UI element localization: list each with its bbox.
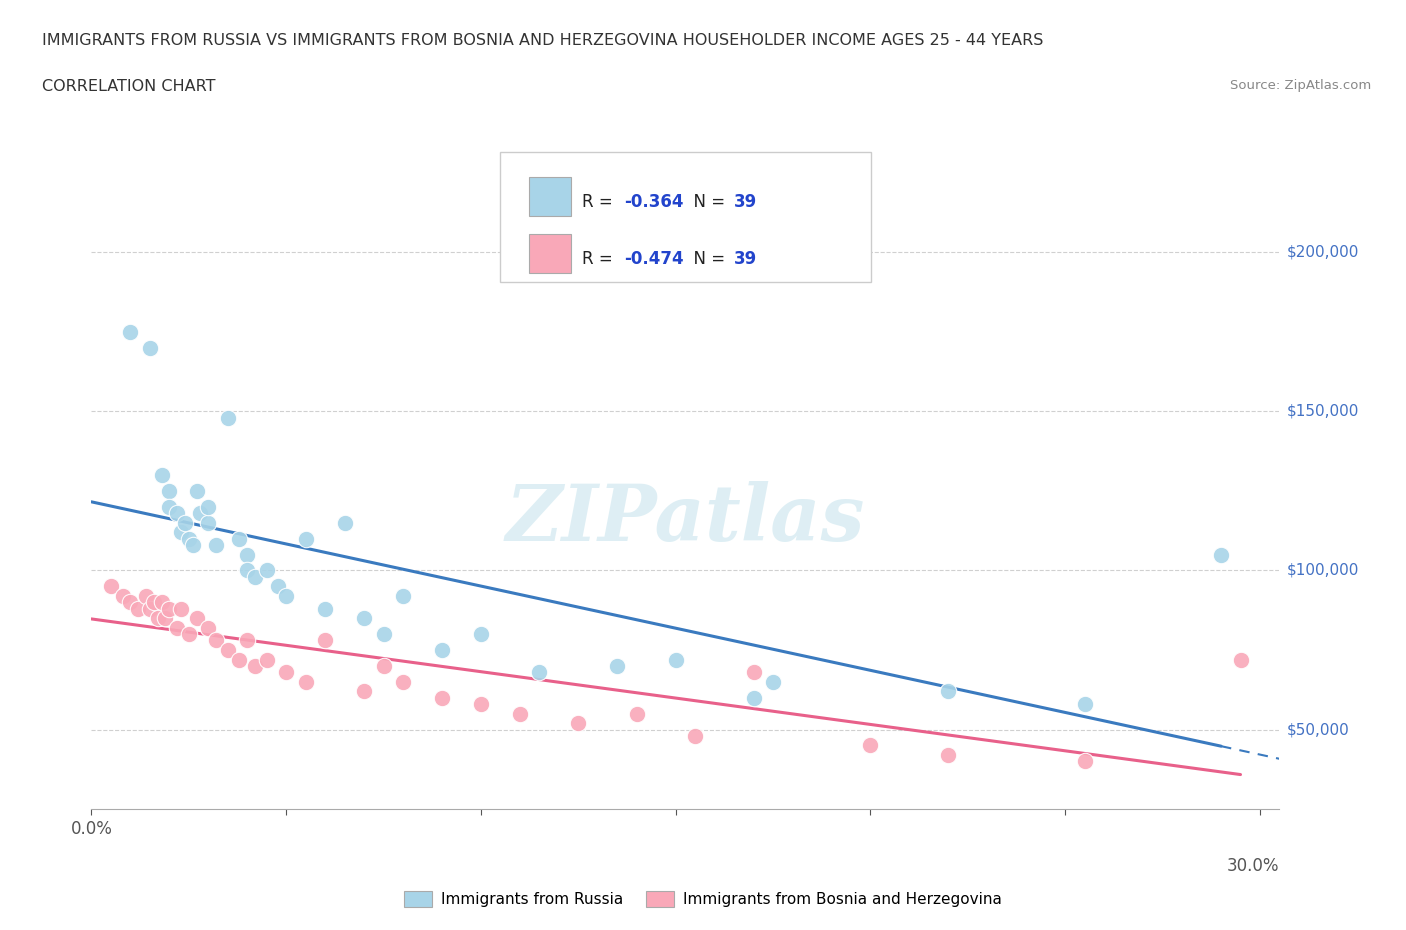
Text: $200,000: $200,000: [1286, 245, 1358, 259]
Point: [353, 684, 375, 698]
Text: R =: R =: [582, 193, 619, 211]
Point: [762, 674, 785, 689]
Text: IMMIGRANTS FROM RUSSIA VS IMMIGRANTS FROM BOSNIA AND HERZEGOVINA HOUSEHOLDER INC: IMMIGRANTS FROM RUSSIA VS IMMIGRANTS FRO…: [42, 33, 1043, 47]
Point: [1209, 547, 1232, 562]
Point: [197, 620, 219, 635]
Point: [166, 620, 188, 635]
Point: [228, 652, 250, 667]
Text: 39: 39: [734, 193, 758, 211]
Point: [742, 665, 765, 680]
Point: [120, 595, 142, 610]
Point: [135, 589, 157, 604]
Point: [186, 611, 208, 626]
Text: R =: R =: [582, 250, 619, 268]
Text: Source: ZipAtlas.com: Source: ZipAtlas.com: [1230, 79, 1371, 92]
Point: [353, 611, 375, 626]
Point: [1073, 754, 1095, 769]
Point: [170, 601, 193, 616]
Point: [217, 410, 239, 425]
Point: [938, 684, 960, 698]
Point: [157, 499, 180, 514]
Point: [294, 674, 316, 689]
Point: [100, 579, 122, 594]
Point: [190, 506, 212, 521]
Point: [243, 569, 266, 584]
Point: [294, 531, 316, 546]
Point: [139, 601, 162, 616]
Point: [392, 674, 415, 689]
Point: [205, 538, 228, 552]
Point: [166, 506, 188, 521]
Point: [228, 531, 250, 546]
Point: [157, 601, 180, 616]
Point: [1073, 697, 1095, 711]
Legend: Immigrants from Russia, Immigrants from Bosnia and Herzegovina: Immigrants from Russia, Immigrants from …: [398, 884, 1008, 913]
Point: [150, 595, 173, 610]
Text: 39: 39: [734, 250, 758, 268]
Text: -0.364: -0.364: [624, 193, 683, 211]
Point: [430, 690, 453, 705]
Point: [509, 706, 531, 721]
Point: [314, 601, 336, 616]
Point: [186, 484, 208, 498]
Point: [373, 658, 395, 673]
Point: [217, 643, 239, 658]
Point: [146, 611, 169, 626]
Point: [606, 658, 628, 673]
Point: [683, 728, 706, 743]
Point: [742, 690, 765, 705]
Point: [155, 611, 177, 626]
Point: [236, 563, 259, 578]
Point: [150, 468, 173, 483]
Point: [157, 484, 180, 498]
Point: [938, 748, 960, 763]
Point: [120, 325, 142, 339]
Point: [276, 589, 298, 604]
Point: [314, 633, 336, 648]
Point: [177, 627, 200, 642]
Point: [626, 706, 648, 721]
Point: [177, 531, 200, 546]
Point: [665, 652, 688, 667]
Point: [567, 716, 589, 731]
Point: [267, 579, 290, 594]
Point: [392, 589, 415, 604]
Point: [205, 633, 228, 648]
Point: [373, 627, 395, 642]
Point: [236, 547, 259, 562]
Point: [470, 627, 492, 642]
Text: $150,000: $150,000: [1286, 404, 1358, 418]
Text: -0.474: -0.474: [624, 250, 683, 268]
Point: [139, 340, 162, 355]
Text: $50,000: $50,000: [1286, 722, 1350, 737]
Point: [181, 538, 204, 552]
Point: [333, 515, 356, 530]
Point: [142, 595, 165, 610]
Point: [197, 515, 219, 530]
Point: [243, 658, 266, 673]
Point: [256, 563, 278, 578]
Point: [1229, 652, 1251, 667]
Point: [470, 697, 492, 711]
Point: [197, 499, 219, 514]
Text: N =: N =: [683, 250, 731, 268]
Point: [173, 515, 195, 530]
Point: [276, 665, 298, 680]
Text: ZIPatlas: ZIPatlas: [506, 481, 865, 557]
Text: N =: N =: [683, 193, 731, 211]
Point: [430, 643, 453, 658]
Point: [236, 633, 259, 648]
Point: [256, 652, 278, 667]
Point: [111, 589, 134, 604]
Text: CORRELATION CHART: CORRELATION CHART: [42, 79, 215, 94]
Point: [859, 738, 882, 753]
Point: [529, 665, 551, 680]
Text: 30.0%: 30.0%: [1227, 857, 1279, 875]
Point: [127, 601, 149, 616]
Point: [170, 525, 193, 539]
Text: $100,000: $100,000: [1286, 563, 1358, 578]
